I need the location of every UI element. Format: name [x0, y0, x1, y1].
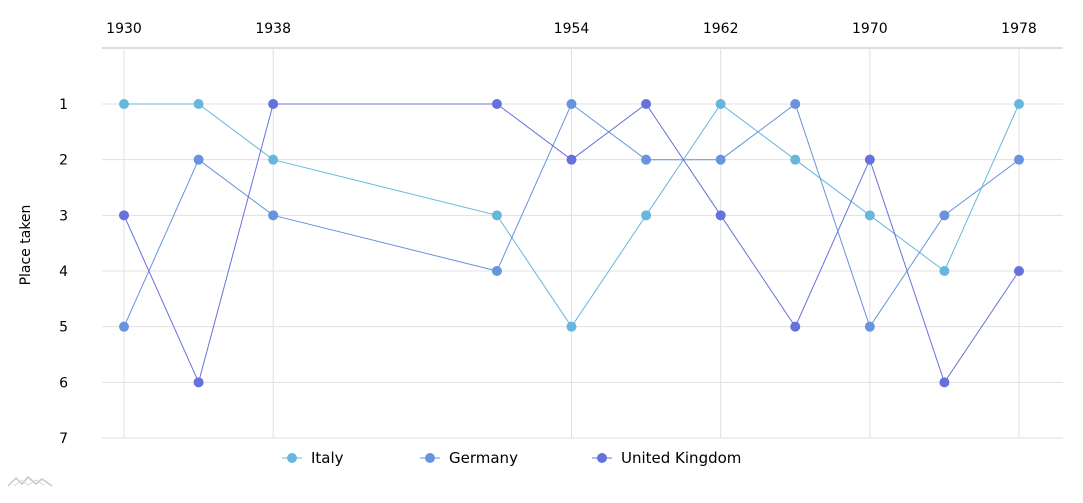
data-point[interactable] — [641, 154, 652, 165]
data-point[interactable] — [268, 210, 279, 221]
legend-label: Italy — [311, 449, 344, 467]
data-point[interactable] — [864, 321, 875, 332]
legend-label: Germany — [449, 449, 518, 467]
data-point[interactable] — [119, 321, 129, 332]
data-point[interactable] — [566, 321, 577, 332]
x-tick-label: 1970 — [852, 21, 888, 37]
data-point[interactable] — [939, 210, 950, 221]
y-tick-label: 2 — [59, 153, 68, 169]
data-point[interactable] — [119, 99, 129, 109]
data-point[interactable] — [1014, 266, 1024, 276]
chart-grid — [102, 47, 1063, 439]
data-point[interactable] — [641, 210, 652, 221]
y-tick-label: 6 — [59, 375, 68, 391]
legend-item[interactable]: Italy — [282, 449, 344, 467]
legend-marker-icon — [597, 453, 607, 463]
x-tick-label: 1938 — [255, 21, 291, 37]
data-point[interactable] — [864, 210, 875, 221]
legend-item[interactable]: Germany — [420, 449, 518, 467]
y-axis-tick-labels: 1 2 3 4 5 6 7 — [59, 97, 68, 447]
x-axis-tick-labels: 1930 1938 1954 1962 1970 1978 — [106, 21, 1037, 37]
legend-marker-icon — [425, 453, 435, 463]
legend-item[interactable]: United Kingdom — [592, 449, 741, 467]
data-point[interactable] — [566, 99, 577, 109]
data-point[interactable] — [491, 266, 502, 276]
data-point[interactable] — [790, 99, 801, 109]
data-point[interactable] — [641, 99, 652, 109]
amcharts-logo-icon — [7, 475, 53, 487]
data-point[interactable] — [864, 154, 875, 165]
data-point[interactable] — [193, 377, 204, 388]
data-point[interactable] — [566, 154, 577, 165]
x-tick-label: 1930 — [106, 21, 142, 37]
legend-marker-icon — [287, 453, 297, 463]
data-point[interactable] — [715, 210, 726, 221]
y-tick-label: 1 — [59, 97, 68, 113]
data-point[interactable] — [268, 99, 279, 109]
data-point[interactable] — [193, 99, 204, 109]
y-axis-title: Place taken — [18, 205, 34, 286]
data-point[interactable] — [268, 154, 279, 165]
legend: Italy Germany United Kingdom — [282, 449, 741, 467]
data-point[interactable] — [715, 99, 726, 109]
x-tick-label: 1978 — [1001, 21, 1037, 37]
data-point[interactable] — [1014, 99, 1024, 109]
data-point[interactable] — [715, 154, 726, 165]
x-tick-label: 1962 — [703, 21, 739, 37]
data-point[interactable] — [790, 321, 801, 332]
data-point[interactable] — [491, 99, 502, 109]
series-points — [119, 99, 1024, 388]
data-point[interactable] — [939, 266, 950, 276]
legend-label: United Kingdom — [621, 449, 741, 467]
y-tick-label: 4 — [59, 264, 68, 280]
y-tick-label: 3 — [59, 208, 68, 224]
data-point[interactable] — [193, 154, 204, 165]
y-tick-label: 5 — [59, 320, 68, 336]
y-tick-label: 7 — [59, 431, 68, 447]
data-point[interactable] — [119, 210, 129, 221]
x-tick-label: 1954 — [554, 21, 590, 37]
data-point[interactable] — [939, 377, 950, 388]
data-point[interactable] — [491, 210, 502, 221]
data-point[interactable] — [1014, 154, 1024, 165]
data-point[interactable] — [790, 154, 801, 165]
